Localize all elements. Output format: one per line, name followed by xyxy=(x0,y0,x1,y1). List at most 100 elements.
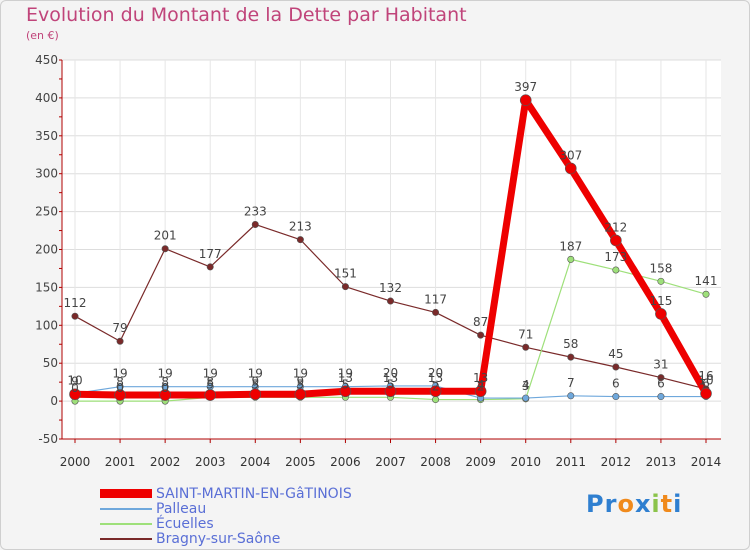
data-label: 19 xyxy=(293,367,308,381)
y-tick-label: 50 xyxy=(43,356,58,370)
data-point xyxy=(567,255,575,263)
data-point xyxy=(519,94,532,106)
x-tick-label: 2002 xyxy=(150,455,181,469)
data-point xyxy=(386,297,394,305)
data-label: 87 xyxy=(473,315,488,329)
data-label: 307 xyxy=(559,148,582,162)
x-tick-label: 2003 xyxy=(195,455,226,469)
data-point xyxy=(655,308,667,320)
data-label: 0 xyxy=(71,381,79,395)
data-label: 58 xyxy=(563,337,578,351)
data-label: 112 xyxy=(64,296,87,310)
data-label: 13 xyxy=(338,371,353,385)
data-point xyxy=(612,266,620,274)
legend-item: Écuelles xyxy=(100,516,352,532)
data-point xyxy=(429,385,442,398)
legend-item: Bragny-sur-Saône xyxy=(100,530,352,547)
data-point xyxy=(700,387,712,400)
proxiti-logo: Proxiti xyxy=(586,490,683,518)
data-point xyxy=(432,308,440,316)
data-label: 16 xyxy=(698,369,713,383)
data-label: 117 xyxy=(424,292,447,306)
legend-swatch xyxy=(100,507,152,510)
x-tick-label: 2013 xyxy=(646,455,677,469)
data-label: 20 xyxy=(383,366,398,380)
y-tick-label: 350 xyxy=(35,129,58,143)
data-label: 13 xyxy=(383,371,398,385)
data-label: 5 xyxy=(206,377,214,391)
data-label: 7 xyxy=(567,376,575,390)
data-label: 2 xyxy=(477,380,485,394)
x-tick-label: 2011 xyxy=(556,455,587,469)
data-label: 397 xyxy=(514,80,537,94)
data-label: 19 xyxy=(338,367,353,381)
chart-subtitle: (en €) xyxy=(26,29,59,42)
y-tick-label: 450 xyxy=(35,53,58,67)
y-tick-label: 300 xyxy=(35,167,58,181)
data-label: 6 xyxy=(612,377,620,391)
data-point xyxy=(522,343,530,351)
legend-swatch xyxy=(100,522,152,525)
y-tick-label: 250 xyxy=(35,205,58,219)
y-tick-label: 100 xyxy=(35,318,58,332)
legend-label: SAINT-MARTIN-EN-GâTINOIS xyxy=(156,485,352,502)
data-label: 9 xyxy=(251,374,259,388)
x-tick-label: 2001 xyxy=(105,455,136,469)
x-tick-label: 2004 xyxy=(240,455,271,469)
data-point xyxy=(69,388,81,401)
x-tick-label: 2009 xyxy=(465,455,496,469)
data-label: 10 xyxy=(67,374,82,388)
data-label: 31 xyxy=(653,358,668,372)
legend-label: Bragny-sur-Saône xyxy=(156,530,281,547)
data-point xyxy=(159,389,171,401)
data-label: 177 xyxy=(199,247,222,261)
y-tick-label: 0 xyxy=(50,394,58,408)
data-label: 10 xyxy=(698,374,713,388)
data-label: 115 xyxy=(649,294,672,308)
data-point xyxy=(384,385,397,398)
data-label: 79 xyxy=(112,321,127,335)
data-point xyxy=(114,389,126,401)
data-point xyxy=(71,312,79,320)
y-tick-label: 400 xyxy=(35,91,58,105)
data-label: 8 xyxy=(116,375,124,389)
data-point xyxy=(339,385,352,398)
data-point xyxy=(341,283,349,291)
data-label: 71 xyxy=(518,327,533,341)
data-label: 9 xyxy=(71,374,79,388)
data-label: 0 xyxy=(116,381,124,395)
data-label: 19 xyxy=(112,367,127,381)
data-point xyxy=(296,236,304,244)
data-label: 158 xyxy=(649,261,672,275)
data-label: 201 xyxy=(154,229,177,243)
data-label: 19 xyxy=(248,367,263,381)
data-label: 20 xyxy=(428,366,443,380)
data-label: 6 xyxy=(702,377,710,391)
data-label: 212 xyxy=(604,220,627,234)
data-label: 13 xyxy=(473,371,488,385)
data-point xyxy=(522,394,530,402)
data-point xyxy=(657,393,665,401)
data-label: 141 xyxy=(695,274,718,288)
legend-item: Palleau xyxy=(100,501,352,517)
data-label: 0 xyxy=(161,381,169,395)
x-tick-label: 2012 xyxy=(601,455,632,469)
chart-legend: SAINT-MARTIN-EN-GâTINOIS Palleau Écuelles B… xyxy=(100,485,352,547)
data-label: 4 xyxy=(522,378,530,392)
y-tick-label: -50 xyxy=(38,432,58,446)
data-label: 3 xyxy=(522,379,530,393)
data-point xyxy=(206,263,214,271)
data-label: 233 xyxy=(244,204,267,218)
data-label: 8 xyxy=(161,375,169,389)
data-point xyxy=(432,396,440,404)
chart-title: Evolution du Montant de la Dette par Hab… xyxy=(26,4,467,26)
data-label: 5 xyxy=(342,377,350,391)
data-label: 213 xyxy=(289,220,312,234)
data-point xyxy=(567,392,575,400)
data-point xyxy=(567,353,575,361)
data-point xyxy=(612,363,620,371)
data-point xyxy=(474,385,487,398)
data-label: 13 xyxy=(428,371,443,385)
data-label: 173 xyxy=(604,250,627,264)
data-label: 132 xyxy=(379,281,402,295)
